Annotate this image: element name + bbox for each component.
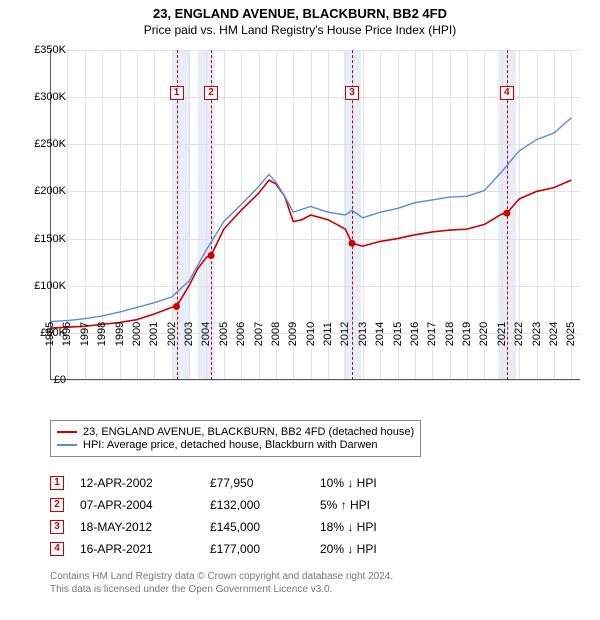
x-axis-label: 2010 <box>305 322 317 346</box>
x-axis-label: 2001 <box>148 322 160 346</box>
x-axis-label: 2006 <box>235 322 247 346</box>
x-axis-label: 2012 <box>339 322 351 346</box>
x-axis-label: 2021 <box>496 322 508 346</box>
sale-index-box: 1 <box>50 476 64 490</box>
x-axis-label: 2023 <box>531 322 543 346</box>
legend-swatch <box>57 444 77 446</box>
sale-row: 1 12-APR-2002£77,95010% ↓ HPI <box>50 472 440 494</box>
legend-label: 23, ENGLAND AVENUE, BLACKBURN, BB2 4FD (… <box>83 426 414 438</box>
legend-row: 23, ENGLAND AVENUE, BLACKBURN, BB2 4FD (… <box>57 426 414 438</box>
x-axis-label: 2002 <box>166 322 178 346</box>
sale-price: £177,000 <box>210 542 320 556</box>
sale-dot-3 <box>349 240 356 247</box>
legend-row: HPI: Average price, detached house, Blac… <box>57 439 414 451</box>
x-axis-label: 2003 <box>183 322 195 346</box>
x-axis-label: 2024 <box>548 322 560 346</box>
x-axis-label: 2020 <box>478 322 490 346</box>
x-axis-label: 2011 <box>322 322 334 346</box>
x-axis-label: 2013 <box>357 322 369 346</box>
sale-index-box: 2 <box>50 498 64 512</box>
chart-title-sub: Price paid vs. HM Land Registry's House … <box>0 23 600 37</box>
x-axis-label: 2008 <box>270 322 282 346</box>
sale-dot-1 <box>173 303 180 310</box>
x-axis-label: 1998 <box>96 322 108 346</box>
sale-dot-2 <box>208 252 215 259</box>
sale-date: 12-APR-2002 <box>80 476 210 490</box>
y-axis-label: £350K <box>22 44 66 56</box>
sale-index-box: 3 <box>50 520 64 534</box>
y-axis-label: £0 <box>22 374 66 386</box>
x-axis-label: 2007 <box>253 322 265 346</box>
legend-swatch <box>57 431 77 433</box>
x-axis-label: 1995 <box>44 322 56 346</box>
x-axis-label: 2025 <box>565 322 577 346</box>
attribution: Contains HM Land Registry data © Crown c… <box>50 570 393 596</box>
chart-title-address: 23, ENGLAND AVENUE, BLACKBURN, BB2 4FD <box>0 6 600 21</box>
x-axis-label: 1997 <box>79 322 91 346</box>
x-axis-label: 2019 <box>461 322 473 346</box>
footer-line-2: This data is licensed under the Open Gov… <box>50 583 393 596</box>
legend-label: HPI: Average price, detached house, Blac… <box>83 439 378 451</box>
sale-date: 07-APR-2004 <box>80 498 210 512</box>
legend: 23, ENGLAND AVENUE, BLACKBURN, BB2 4FD (… <box>50 420 421 457</box>
y-axis-label: £100K <box>22 280 66 292</box>
x-axis-label: 2018 <box>444 322 456 346</box>
sale-date: 18-MAY-2012 <box>80 520 210 534</box>
sale-dot-4 <box>503 210 510 217</box>
sale-price: £132,000 <box>210 498 320 512</box>
x-axis-label: 2000 <box>131 322 143 346</box>
x-axis-label: 1999 <box>114 322 126 346</box>
x-axis-label: 2005 <box>218 322 230 346</box>
sale-price: £77,950 <box>210 476 320 490</box>
sale-price: £145,000 <box>210 520 320 534</box>
x-axis-label: 1996 <box>61 322 73 346</box>
y-axis-label: £250K <box>22 138 66 150</box>
y-axis-label: £150K <box>22 233 66 245</box>
x-axis-label: 2022 <box>513 322 525 346</box>
sale-vs-hpi: 10% ↓ HPI <box>320 476 440 490</box>
y-axis-label: £300K <box>22 91 66 103</box>
sale-row: 3 18-MAY-2012£145,00018% ↓ HPI <box>50 516 440 538</box>
series-price_paid <box>50 180 571 328</box>
x-axis-label: 2009 <box>287 322 299 346</box>
sale-vs-hpi: 5% ↑ HPI <box>320 498 440 512</box>
footer-line-1: Contains HM Land Registry data © Crown c… <box>50 570 393 583</box>
sale-index-box: 4 <box>50 542 64 556</box>
sale-vs-hpi: 20% ↓ HPI <box>320 542 440 556</box>
sale-row: 4 16-APR-2021£177,00020% ↓ HPI <box>50 538 440 560</box>
sales-table: 1 12-APR-2002£77,95010% ↓ HPI 2 07-APR-2004… <box>50 472 440 560</box>
sale-vs-hpi: 18% ↓ HPI <box>320 520 440 534</box>
sale-date: 16-APR-2021 <box>80 542 210 556</box>
y-axis-label: £200K <box>22 185 66 197</box>
x-axis-label: 2016 <box>409 322 421 346</box>
x-axis-label: 2017 <box>426 322 438 346</box>
x-axis-label: 2014 <box>374 322 386 346</box>
x-axis-label: 2015 <box>392 322 404 346</box>
x-axis-label: 2004 <box>200 322 212 346</box>
sale-row: 2 07-APR-2004£132,0005% ↑ HPI <box>50 494 440 516</box>
